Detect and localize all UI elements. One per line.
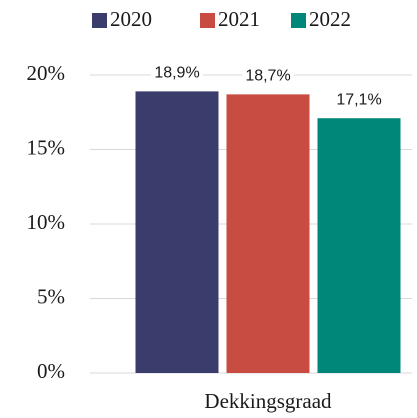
bar [317, 118, 401, 374]
legend-label: 2020 [110, 7, 152, 31]
value-label-bg [333, 90, 385, 111]
y-tick-label: 10% [27, 210, 66, 234]
value-label: 18,9% [154, 65, 199, 82]
legend-label: 2021 [218, 7, 260, 31]
legend-label: 2022 [309, 7, 351, 31]
bar [226, 94, 310, 374]
value-label-bg [151, 63, 203, 84]
bar [135, 91, 219, 373]
y-tick-label: 20% [27, 61, 66, 85]
legend-swatch [92, 13, 107, 28]
value-label-bg [242, 66, 294, 87]
y-tick-label: 5% [37, 284, 65, 308]
value-label: 18,7% [245, 68, 290, 85]
y-tick-label: 0% [37, 359, 65, 383]
y-tick-label: 15% [27, 135, 66, 159]
x-tick-label: Dekkingsgraad [204, 389, 332, 413]
value-label: 17,1% [336, 91, 381, 108]
legend-swatch [291, 13, 306, 28]
legend-swatch [200, 13, 215, 28]
